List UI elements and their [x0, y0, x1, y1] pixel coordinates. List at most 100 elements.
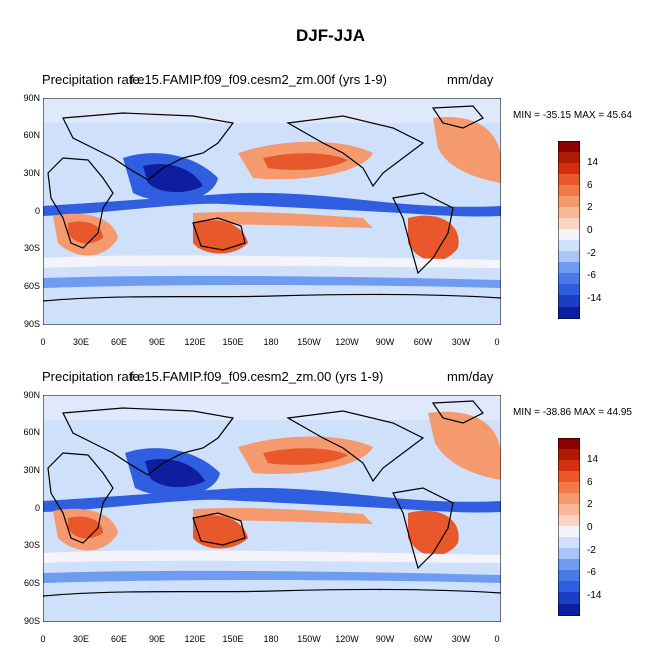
xlab: 120E: [184, 337, 206, 347]
north-atlantic-red: [428, 411, 501, 480]
panel-1-colorbar: [558, 141, 580, 319]
cb-label: 0: [587, 225, 593, 236]
cb-label: -14: [587, 293, 602, 304]
cb-swatch: [558, 581, 580, 592]
coast-namerica: [286, 115, 425, 188]
cb-swatch: [558, 526, 580, 537]
coast-antarctica: [43, 588, 501, 597]
cb-swatch: [558, 471, 580, 482]
xlab: 150W: [297, 634, 321, 644]
xlab: 60W: [413, 634, 433, 644]
panel-2-variable: Precipitation rate: [42, 369, 140, 384]
coast-africa: [47, 157, 114, 249]
xlab: 60E: [110, 634, 127, 644]
ylab-60n: 60N: [23, 130, 40, 140]
cb-swatch: [558, 559, 580, 570]
cb-swatch: [558, 174, 580, 185]
xlab: 180: [263, 634, 279, 644]
coast-eurasia: [62, 112, 235, 181]
xlab: 30E: [72, 634, 89, 644]
ylab-0: 0: [34, 503, 40, 513]
coast-samerica: [392, 487, 454, 570]
xlab: 0: [40, 634, 46, 644]
cb-swatch: [558, 229, 580, 240]
asia-monsoon-deep: [143, 164, 203, 193]
pacific-south-red: [193, 211, 373, 228]
australia-red: [193, 515, 248, 549]
cb-swatch: [558, 493, 580, 504]
ylab-30n: 30N: [23, 168, 40, 178]
xlab: 0: [494, 337, 500, 347]
xlab: 150E: [222, 634, 244, 644]
panel-2: Precipitation rate f.e15.FAMIP.f09_f09.c…: [0, 369, 661, 669]
panel-1-case: f.e15.FAMIP.f09_f09.cesm2_zm.00f (yrs 1-…: [130, 72, 387, 87]
cb-swatch: [558, 460, 580, 471]
xlab: 120E: [184, 634, 206, 644]
cb-swatch: [558, 152, 580, 163]
panel-1-units: mm/day: [447, 72, 494, 87]
cb-label: 14: [587, 454, 599, 465]
ylab-0: 0: [34, 206, 40, 216]
cb-swatch: [558, 592, 580, 604]
cb-label: 14: [587, 157, 599, 168]
panel-2-colorbar: [558, 438, 580, 616]
cb-swatch: [558, 504, 580, 515]
xlab: 30E: [72, 337, 89, 347]
coast-greenland: [431, 400, 484, 424]
north-pacific-dark: [263, 153, 348, 170]
north-pacific-dark: [263, 448, 348, 465]
cb-swatch: [558, 196, 580, 207]
samerica-red: [408, 215, 459, 261]
xlab: 90W: [375, 337, 395, 347]
ylab-60n: 60N: [23, 427, 40, 437]
cb-swatch: [558, 449, 580, 460]
cb-label: -6: [587, 567, 596, 578]
cb-swatch: [558, 251, 580, 262]
cb-swatch: [558, 240, 580, 251]
coast-greenland: [431, 105, 484, 129]
coast-namerica: [286, 410, 425, 483]
cb-label: 0: [587, 522, 593, 533]
panel-1-map: [43, 98, 501, 325]
cb-swatch: [558, 185, 580, 196]
north-atlantic-red: [433, 117, 501, 183]
arctic-band: [43, 395, 501, 420]
xlab: 90W: [375, 634, 395, 644]
samerica-red: [408, 510, 459, 556]
coast-australia: [192, 217, 246, 251]
cb-swatch: [558, 218, 580, 229]
xlab: 150E: [222, 337, 244, 347]
xlab: 0: [40, 337, 46, 347]
cb-swatch: [558, 141, 580, 152]
coastlines: [43, 400, 501, 597]
ylab-30n: 30N: [23, 465, 40, 475]
xlab: 90E: [148, 634, 165, 644]
coast-antarctica: [43, 293, 501, 302]
cb-swatch: [558, 570, 580, 581]
cb-swatch: [558, 273, 580, 284]
australia-red: [193, 220, 248, 254]
cb-swatch: [558, 482, 580, 493]
xlab: 150W: [297, 337, 321, 347]
cb-swatch: [558, 262, 580, 273]
xlab: 30W: [451, 337, 471, 347]
africa-red-dark: [68, 221, 103, 244]
xlab: 60E: [110, 337, 127, 347]
cb-swatch: [558, 295, 580, 307]
cb-label: 2: [587, 499, 593, 510]
xlab: 0: [494, 634, 500, 644]
panel-2-units: mm/day: [447, 369, 494, 384]
xlab: 180: [263, 337, 279, 347]
arctic-band: [43, 98, 501, 123]
xlab: 30W: [451, 634, 471, 644]
xlab: 90E: [148, 337, 165, 347]
cb-swatch: [558, 537, 580, 548]
cb-label: 2: [587, 202, 593, 213]
ylab-90s: 90S: [23, 319, 40, 329]
cb-label: -14: [587, 590, 602, 601]
panel-2-minmax: MIN = -38.86 MAX = 44.95: [513, 407, 632, 418]
ylab-30s: 30S: [23, 540, 40, 550]
southern-blue: [43, 275, 501, 288]
xlab: 120W: [335, 634, 359, 644]
ylab-60s: 60S: [23, 281, 40, 291]
